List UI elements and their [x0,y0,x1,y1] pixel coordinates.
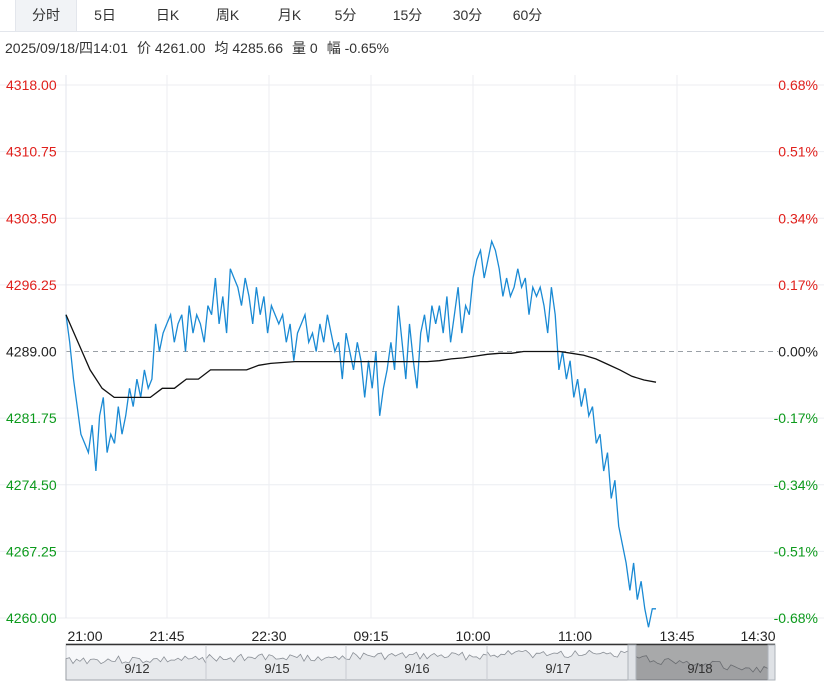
quote-change: 幅 -0.65% [326,40,389,56]
price-tick-label: 4260.00 [6,610,57,626]
tab-5[interactable]: 5分 [334,7,357,23]
time-tick-label: 22:30 [251,628,286,644]
percent-tick-label: -0.51% [774,543,818,559]
navigator-mini-series [205,653,347,681]
average-series-line [65,314,657,399]
quote-average: 均 4285.66 [214,40,284,56]
time-tick-label: 21:00 [67,628,102,644]
tab-7[interactable]: 30分 [452,7,483,23]
navigator-mini-series [627,655,776,681]
navigator-mini-series [65,655,207,681]
percent-tick-label: -0.17% [774,410,818,426]
time-tick-label: 11:00 [558,628,592,644]
price-tick-label: 4281.75 [6,410,57,426]
time-tick-label: 13:45 [659,628,694,644]
intraday-chart[interactable]: 4318.00 4310.75 4303.50 4296.25 4289.00 4281.… [0,70,824,683]
navigator-mini-series [486,649,629,681]
time-tick-label: 09:15 [353,628,388,644]
period-tabs: 分时 5日 日K 周K 月K 5分 15分 30分 60分 [0,0,824,32]
chart-series [65,238,657,628]
tab-6[interactable]: 15分 [392,7,423,23]
navigator-date-label: 9/17 [545,661,570,676]
time-axis-labels: 21:00 21:45 22:30 09:15 10:00 11:00 13:45 14:30 [67,628,775,644]
price-tick-label: 4303.50 [6,210,57,226]
price-tick-label: 4318.00 [6,77,57,93]
percent-tick-label: -0.68% [774,610,818,626]
percent-tick-label: -0.34% [774,477,818,493]
time-tick-label: 21:45 [149,628,184,644]
percent-tick-label: 0.68% [778,77,818,93]
tab-8[interactable]: 60分 [512,7,543,23]
tab-3[interactable]: 周K [215,7,240,23]
tab-1[interactable]: 5日 [94,7,116,23]
tab-4[interactable]: 月K [277,7,302,23]
price-series-line [65,238,656,628]
percent-axis-labels: 0.68% 0.51% 0.34% 0.17% 0.00% -0.17% -0.34% -0.… [774,77,818,626]
navigator-selection[interactable] [636,645,768,680]
navigator-mini-series [345,651,488,681]
tab-2[interactable]: 日K [155,7,180,23]
quote-price: 价 4261.00 [137,40,206,56]
price-tick-label: 4274.50 [6,477,57,493]
navigator-date-label: 9/15 [264,661,289,676]
navigator-right-handle[interactable] [767,644,776,681]
price-tick-label: 4296.25 [6,277,57,293]
percent-tick-label: 0.34% [778,210,818,226]
percent-tick-label: 0.51% [778,144,818,160]
price-tick-label: 4289.00 [6,344,57,360]
navigator-date-label: 9/12 [124,661,149,676]
quote-volume: 量 0 [292,40,318,56]
quote-info-bar: 2025/09/18/四14:01 价 4261.00 均 4285.66 量 0 幅 … [5,38,398,58]
percent-tick-label: 0.17% [778,277,818,293]
price-tick-label: 4267.25 [6,543,57,559]
time-tick-label: 10:00 [455,628,490,644]
tab-0[interactable]: 分时 [15,0,77,31]
chart-grid [0,75,824,619]
navigator-date-label: 9/18 [687,661,712,676]
date-navigator[interactable]: 9/12 9/15 9/16 9/17 9/18 [65,643,776,681]
time-tick-label: 14:30 [740,628,775,644]
navigator-date-label: 9/16 [404,661,429,676]
price-tick-label: 4310.75 [6,144,57,160]
navigator-left-handle[interactable] [627,644,637,681]
quote-datetime: 2025/09/18/四14:01 [5,40,128,56]
percent-tick-label: 0.00% [778,344,818,360]
price-axis-labels: 4318.00 4310.75 4303.50 4296.25 4289.00 4281.… [6,77,57,626]
